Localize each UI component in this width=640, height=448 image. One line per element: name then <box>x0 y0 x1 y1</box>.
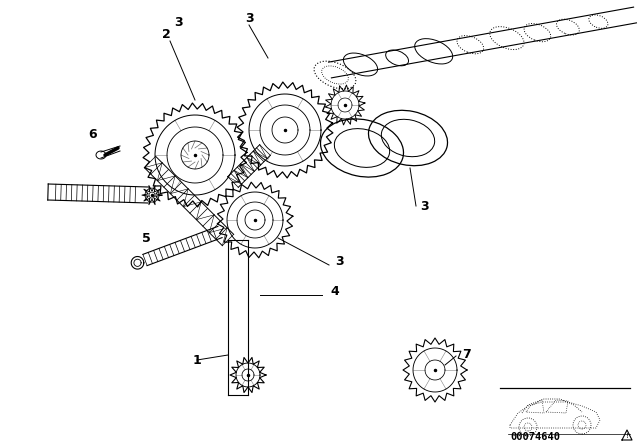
Text: 1: 1 <box>193 353 202 366</box>
Text: 4: 4 <box>330 285 339 298</box>
Text: 3: 3 <box>245 12 253 25</box>
Text: 3: 3 <box>174 16 182 29</box>
Text: !: ! <box>625 433 628 439</box>
Text: 3: 3 <box>420 200 429 213</box>
Text: 3: 3 <box>335 255 344 268</box>
Text: 6: 6 <box>88 128 97 141</box>
Text: 7: 7 <box>462 348 471 361</box>
Text: 2: 2 <box>162 28 171 41</box>
Text: 00074640: 00074640 <box>510 432 560 442</box>
Text: 5: 5 <box>142 232 151 245</box>
